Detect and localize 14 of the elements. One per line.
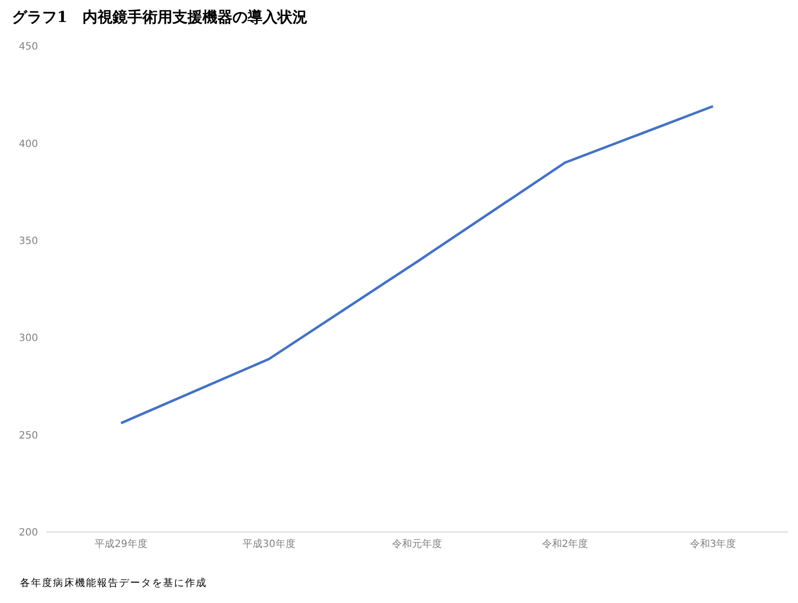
x-tick-label: 令和3年度: [690, 538, 736, 550]
line-series: [120, 105, 714, 424]
y-tick-label: 300: [18, 333, 38, 344]
x-tick-label: 平成30年度: [242, 538, 296, 550]
x-tick-label: 平成29年度: [94, 538, 148, 550]
y-tick-label: 200: [18, 528, 38, 539]
x-tick-label: 令和2年度: [542, 538, 588, 550]
x-tick-label: 令和元年度: [392, 538, 442, 550]
y-tick-label: 250: [18, 430, 38, 442]
y-tick-label: 350: [18, 236, 38, 247]
text: 各年度病床機能報告データを基に作成: [19, 576, 208, 590]
y-tick-label: 450: [18, 42, 38, 53]
y-tick-label: 400: [18, 138, 38, 150]
chart-title: グラフ1 内視鏡手術用支援機器の導入状況: [11, 8, 308, 28]
